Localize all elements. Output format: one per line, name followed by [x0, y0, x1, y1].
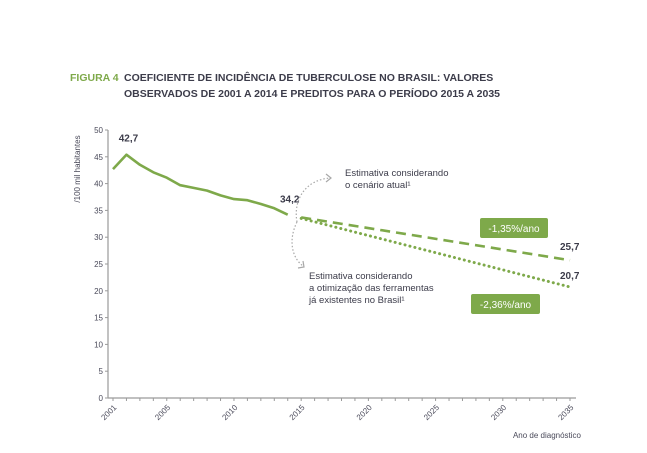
y-tick-label: 15	[94, 314, 103, 323]
series-line-dotted	[299, 216, 572, 289]
x-axis-title: Ano de diagnóstico	[513, 431, 582, 440]
rate-badge	[471, 294, 540, 314]
annotation-text: Estimativa considerando a otimização das …	[308, 271, 434, 306]
series-line-solid	[112, 153, 289, 216]
y-axis-title: /100 mil habitantes	[73, 135, 82, 202]
series-group	[112, 153, 572, 289]
annotation-arrow-upper	[295, 177, 331, 223]
y-tick-label: 10	[94, 340, 103, 349]
annotation-text: Estimativa considerando o cenário atual¹	[345, 168, 449, 191]
x-tick-label: 2035	[556, 403, 575, 422]
arrow-head-icon	[325, 173, 332, 183]
annotations-group: Estimativa considerando o cenário atual¹E…	[291, 168, 548, 314]
y-tick-label: 0	[99, 394, 104, 403]
x-tick-label: 2015	[288, 403, 307, 422]
annotation-line: o cenário atual¹	[345, 180, 410, 191]
y-tick-label: 35	[94, 206, 103, 215]
x-tick-label: 2010	[220, 403, 239, 422]
data-label: 20,7	[560, 271, 580, 282]
annotation-line: Estimativa considerando	[309, 271, 413, 282]
data-label: 25,7	[560, 242, 580, 253]
rate-badge	[480, 218, 548, 238]
figure-title-line-1: COEFICIENTE DE INCIDÊNCIA DE TUBERCULOSE…	[124, 72, 494, 84]
y-tick-label: 5	[99, 367, 104, 376]
rate-badge-text: -2,36%/ano	[480, 300, 532, 311]
y-tick-label: 40	[94, 180, 103, 189]
x-tick-label: 2025	[422, 403, 441, 422]
labels-group: 42,7 34,2 25,7 20,7	[119, 134, 580, 282]
x-tick-label: 2001	[99, 403, 118, 422]
y-tick-label: 50	[94, 126, 103, 135]
rate-badge-text: -1,35%/ano	[488, 224, 540, 235]
figure-title-line-2: OBSERVADOS DE 2001 A 2014 E PREDITOS PAR…	[124, 88, 501, 100]
annotation-line: Estimativa considerando	[345, 168, 449, 179]
series-line-dashed	[300, 216, 571, 262]
arrow-head-icon	[297, 260, 305, 269]
annotation-arrow-lower	[291, 221, 304, 267]
x-tick-label: 2005	[153, 403, 172, 422]
y-tick-label: 25	[94, 260, 103, 269]
y-tick-label: 20	[94, 287, 103, 296]
y-tick-label: 45	[94, 153, 103, 162]
figure-label: FIGURA 4	[70, 72, 119, 84]
annotation-line: já existentes no Brasil¹	[308, 295, 405, 306]
x-tick-label: 2030	[489, 403, 508, 422]
data-label: 42,7	[119, 134, 139, 145]
x-tick-label: 2020	[355, 403, 374, 422]
y-tick-label: 30	[94, 233, 103, 242]
data-label: 34,2	[280, 195, 300, 206]
annotation-line: a otimização das ferramentas	[309, 283, 434, 294]
